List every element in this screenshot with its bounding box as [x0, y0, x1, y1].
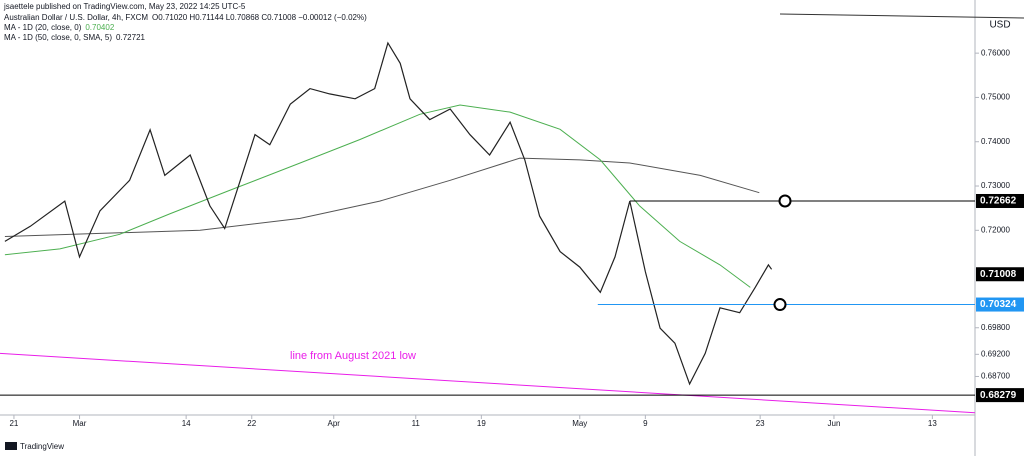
- price-tag-label: 0.72662: [980, 196, 1017, 207]
- x-tick-label: 11: [412, 419, 421, 428]
- legend-value: 0.72721: [116, 33, 145, 42]
- level-marker: [773, 298, 787, 312]
- footer-text: TradingView: [20, 442, 64, 451]
- x-tick-label: 13: [928, 419, 937, 428]
- price-tag: [976, 388, 1024, 403]
- y-tick-label: 0.69200: [981, 349, 1010, 358]
- x-tick-label: Mar: [73, 419, 87, 428]
- price-line: [4, 41, 773, 386]
- price-tag: [976, 267, 1024, 282]
- x-tick-label: 21: [9, 419, 18, 428]
- x-tick-label: 14: [182, 419, 191, 428]
- currency-label: USD: [989, 20, 1010, 31]
- x-tick-label: 19: [477, 419, 486, 428]
- legend-value: 0.70402: [85, 23, 114, 32]
- price-line: [4, 157, 760, 237]
- legend-name: MA - 1D (20, close, 0): [4, 23, 82, 32]
- legend-name: Australian Dollar / U.S. Dollar, 4h, FXC…: [4, 13, 148, 22]
- y-tick-label: 0.75000: [981, 93, 1010, 102]
- x-tick-label: Apr: [328, 419, 341, 428]
- y-tick-label: 0.76000: [981, 48, 1010, 57]
- level-marker: [778, 194, 792, 208]
- x-tick-label: 22: [247, 419, 256, 428]
- trendline-label: line from August 2021 low: [290, 350, 416, 362]
- price-tag-label: 0.70324: [980, 299, 1017, 310]
- price-tag-label: 0.68279: [980, 390, 1017, 401]
- x-tick-label: 9: [643, 419, 648, 428]
- drawing-line: [779, 13, 1024, 19]
- y-tick-label: 0.73000: [981, 181, 1010, 190]
- x-tick-label: Jun: [828, 419, 841, 428]
- price-line: [4, 104, 751, 288]
- x-tick-label: May: [572, 419, 587, 428]
- y-tick-label: 0.72000: [981, 225, 1010, 234]
- legend-value: O0.71020 H0.71144 L0.70868 C0.71008 −0.0…: [152, 13, 367, 22]
- price-tag-label: 0.71008: [980, 269, 1017, 280]
- logo-mark: [5, 442, 17, 450]
- legend-name: MA - 1D (50, close, 0, SMA, 5): [4, 33, 112, 42]
- y-tick-label: 0.74000: [981, 137, 1010, 146]
- price-tag: [976, 193, 1024, 208]
- x-tick-label: 23: [756, 419, 765, 428]
- y-tick-label: 0.69800: [981, 323, 1010, 332]
- price-tag: [976, 297, 1024, 312]
- trendline: [0, 352, 976, 414]
- footer-logo: TradingView: [5, 442, 64, 451]
- publish-header: jsaettele published on TradingView.com, …: [3, 2, 246, 11]
- legend-entry: Australian Dollar / U.S. Dollar, 4h, FXC…: [4, 13, 367, 22]
- legend-entry: MA - 1D (20, close, 0) 0.70402: [4, 23, 115, 32]
- y-tick-label: 0.68700: [981, 372, 1010, 381]
- legend-entry: MA - 1D (50, close, 0, SMA, 5) 0.72721: [4, 33, 146, 42]
